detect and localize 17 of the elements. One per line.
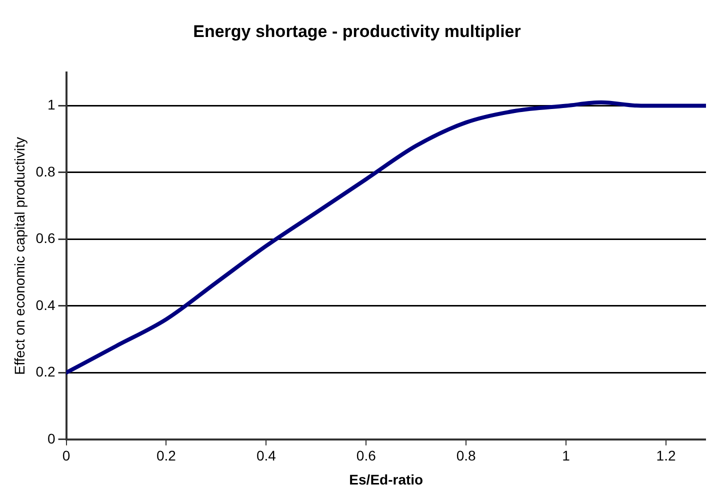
x-tick-label: 0.2 — [156, 448, 176, 464]
line-series — [66, 100, 706, 375]
x-tick-label: 0.4 — [256, 448, 276, 464]
x-axis-title: Es/Ed-ratio — [349, 471, 424, 488]
y-tick-label: 1 — [47, 96, 56, 113]
chart-title: Energy shortage - productivity multiplier — [193, 22, 522, 41]
y-tick-label: 0.8 — [36, 163, 56, 180]
x-tick-label: 0.8 — [456, 448, 476, 464]
x-tick-label: 0 — [62, 448, 70, 464]
y-axis-title: Effect on economic capital productivity — [11, 136, 28, 375]
x-tick-label: 1.2 — [656, 448, 676, 464]
x-tick-label: 1 — [562, 448, 570, 464]
y-tick-label: 0 — [47, 430, 56, 446]
y-tick-label: 0.6 — [36, 230, 56, 246]
x-tick-label: 0.6 — [356, 448, 376, 464]
y-tick-label: 0.2 — [36, 364, 56, 380]
y-tick-label: 0.4 — [36, 296, 56, 313]
